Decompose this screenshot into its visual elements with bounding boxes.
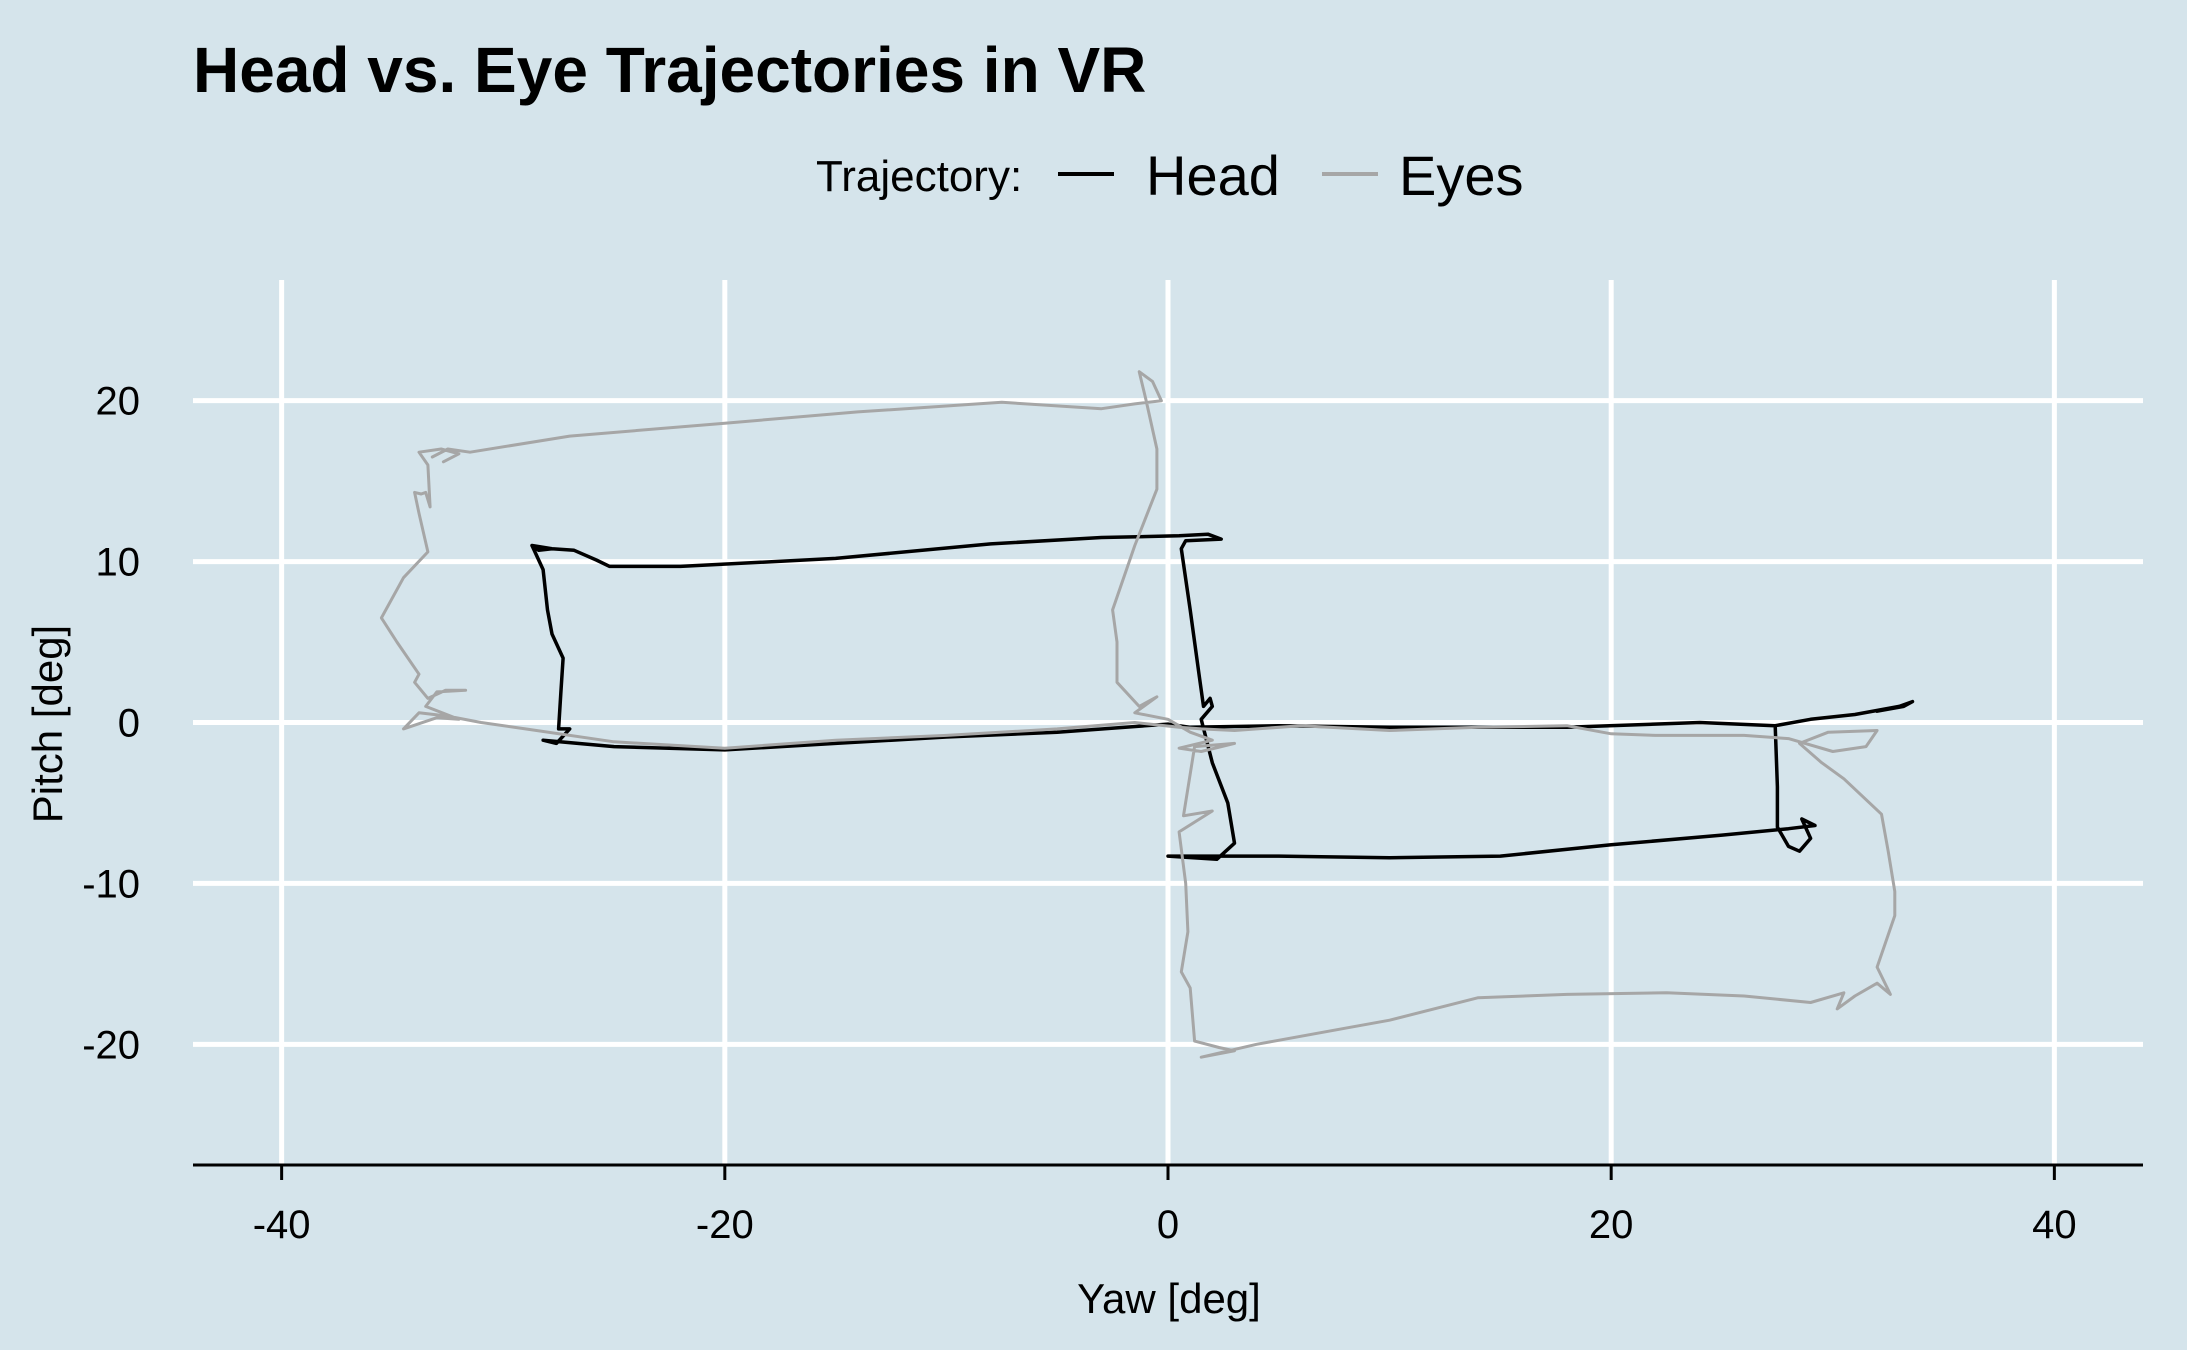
x-tick-label: 20 xyxy=(1589,1203,1634,1247)
series-line-head xyxy=(530,532,1817,862)
legend: Trajectory: Head Eyes xyxy=(816,144,1524,207)
legend-label-head: Head xyxy=(1146,144,1280,207)
series-line-eyes xyxy=(379,370,1897,1059)
axes: -40 -20 0 20 40 -20 -10 0 10 20 xyxy=(82,380,2143,1247)
x-tick-label: -20 xyxy=(696,1203,754,1247)
x-tick-label: 0 xyxy=(1157,1203,1179,1247)
y-tick-label: 0 xyxy=(118,702,140,746)
y-axis-title: Pitch [deg] xyxy=(24,625,71,823)
y-tick-label: 20 xyxy=(96,380,141,424)
x-tick-label: -40 xyxy=(253,1203,311,1247)
x-axis-title: Yaw [deg] xyxy=(1077,1275,1261,1322)
y-tick-label: -10 xyxy=(82,862,140,906)
y-tick-label: 10 xyxy=(96,541,141,585)
legend-label-eyes: Eyes xyxy=(1399,144,1524,207)
series-layer xyxy=(379,370,1915,1059)
legend-title: Trajectory: xyxy=(816,152,1022,201)
x-tick-label: 40 xyxy=(2032,1203,2077,1247)
chart-title: Head vs. Eye Trajectories in VR xyxy=(193,34,1146,106)
y-tick-label: -20 xyxy=(82,1023,140,1067)
series-line-head xyxy=(1773,699,1915,728)
